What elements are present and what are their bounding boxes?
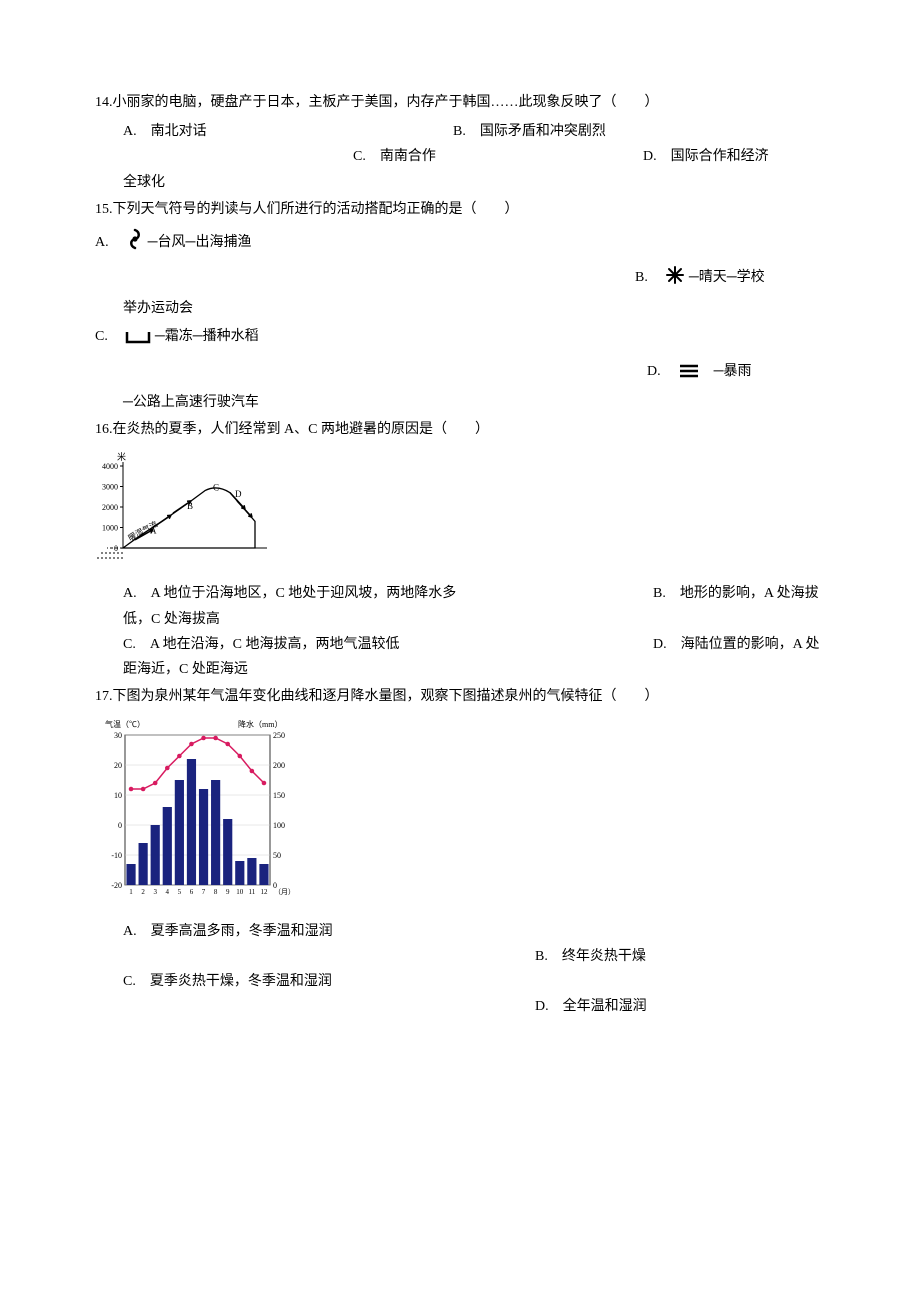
svg-text:100: 100 <box>273 821 285 830</box>
svg-text:9: 9 <box>226 888 230 896</box>
svg-text:（月）: （月） <box>274 888 295 896</box>
q17-option-c[interactable]: C. 夏季炎热干燥，冬季温和湿润 <box>123 969 825 994</box>
frost-icon <box>125 330 151 344</box>
q15-option-c[interactable]: C. ─霜冻─播种水稻 <box>95 324 825 349</box>
svg-text:200: 200 <box>273 761 285 770</box>
svg-text:5: 5 <box>178 888 182 896</box>
q17-climate-chart: 气温（℃）降水（mm）-20-1001020300501001502002501… <box>95 715 825 914</box>
q16-terrain-chart: 米01000200030004000ABCD暖湿气流 <box>95 448 825 577</box>
typhoon-icon <box>126 228 144 250</box>
q15-stem: 15.下列天气符号的判读与人们所进行的活动搭配均正确的是（ ） <box>95 197 825 222</box>
q15-option-d[interactable]: D. ─暴雨 <box>647 359 825 384</box>
svg-text:12: 12 <box>260 888 268 896</box>
q15-cont2: ─公路上高速行驶汽车 <box>123 390 825 415</box>
q15-b-text: ─晴天─学校 <box>689 270 765 285</box>
q15-a-label: A. <box>95 235 109 250</box>
svg-text:-10: -10 <box>111 851 122 860</box>
q14-option-c[interactable]: C. 南南合作 <box>353 144 643 169</box>
q16-option-a[interactable]: A. A 地位于沿海地区，C 地处于迎风坡，两地降水多 <box>123 581 653 606</box>
question-14: 14.小丽家的电脑，硬盘产于日本，主板产于美国，内存产于韩国……此现象反映了（ … <box>95 90 825 195</box>
svg-text:3: 3 <box>153 888 157 896</box>
svg-text:30: 30 <box>114 731 122 740</box>
q17-option-b[interactable]: B. 终年炎热干燥 <box>535 944 825 969</box>
q16-row1: A. A 地位于沿海地区，C 地处于迎风坡，两地降水多 B. 地形的影响，A 处… <box>95 581 825 606</box>
svg-text:10: 10 <box>114 791 122 800</box>
svg-text:1: 1 <box>129 888 133 896</box>
q16-stem: 16.在炎热的夏季，人们经常到 A、C 两地避暑的原因是（ ） <box>95 417 825 442</box>
q16-cont2: 距海近，C 处距海远 <box>123 657 825 682</box>
svg-text:1000: 1000 <box>102 524 118 533</box>
q14-option-a[interactable]: A. 南北对话 <box>123 119 453 144</box>
svg-text:2000: 2000 <box>102 503 118 512</box>
q15-d-text: ─暴雨 <box>714 364 752 379</box>
q14-row2: C. 南南合作 D. 国际合作和经济 <box>95 144 825 169</box>
svg-text:米: 米 <box>117 451 126 462</box>
question-16: 16.在炎热的夏季，人们经常到 A、C 两地避暑的原因是（ ） 米0100020… <box>95 417 825 682</box>
q15-option-b[interactable]: B. ─晴天─学校 <box>635 265 825 290</box>
q15-c-text: ─霜冻─播种水稻 <box>155 329 259 344</box>
q14-row1: A. 南北对话 B. 国际矛盾和冲突剧烈 <box>95 119 825 144</box>
svg-text:C: C <box>213 483 219 493</box>
q14-option-d[interactable]: D. 国际合作和经济 <box>643 144 769 169</box>
svg-text:0: 0 <box>118 821 122 830</box>
svg-text:2: 2 <box>141 888 145 896</box>
svg-text:4: 4 <box>166 888 170 896</box>
q16-option-b[interactable]: B. 地形的影响，A 处海拔 <box>653 581 819 606</box>
q16-option-d[interactable]: D. 海陆位置的影响，A 处 <box>653 632 819 657</box>
svg-text:B: B <box>187 501 193 511</box>
q16-cont1: 低，C 处海拔高 <box>123 607 825 632</box>
q17-option-d[interactable]: D. 全年温和湿润 <box>535 994 825 1019</box>
svg-text:3000: 3000 <box>102 483 118 492</box>
q15-cont1: 举办运动会 <box>123 296 825 321</box>
svg-text:11: 11 <box>249 888 256 896</box>
q15-a-text: ─台风─出海捕渔 <box>148 235 252 250</box>
svg-text:降水（mm）: 降水（mm） <box>238 719 282 729</box>
sunny-asterisk-icon <box>665 265 685 285</box>
svg-text:250: 250 <box>273 731 285 740</box>
svg-text:D: D <box>235 489 242 499</box>
svg-text:20: 20 <box>114 761 122 770</box>
q17-option-a[interactable]: A. 夏季高温多雨，冬季温和湿润 <box>123 919 825 944</box>
svg-text:10: 10 <box>236 888 244 896</box>
q14-cont: 全球化 <box>123 170 825 195</box>
svg-text:4000: 4000 <box>102 462 118 471</box>
q15-option-a[interactable]: A. ─台风─出海捕渔 <box>95 228 825 255</box>
svg-text:7: 7 <box>202 888 206 896</box>
svg-text:8: 8 <box>214 888 218 896</box>
svg-text:气温（℃）: 气温（℃） <box>105 719 145 729</box>
q14-stem: 14.小丽家的电脑，硬盘产于日本，主板产于美国，内存产于韩国……此现象反映了（ … <box>95 90 825 115</box>
question-17: 17.下图为泉州某年气温年变化曲线和逐月降水量图，观察下图描述泉州的气候特征（ … <box>95 684 825 1019</box>
q16-row2: C. A 地在沿海，C 地海拔高，两地气温较低 D. 海陆位置的影响，A 处 <box>95 632 825 657</box>
q14-option-b[interactable]: B. 国际矛盾和冲突剧烈 <box>453 119 606 144</box>
q16-option-c[interactable]: C. A 地在沿海，C 地海拔高，两地气温较低 <box>123 632 653 657</box>
question-15: 15.下列天气符号的判读与人们所进行的活动搭配均正确的是（ ） A. ─台风─出… <box>95 197 825 415</box>
q15-d-label: D. <box>647 364 661 379</box>
q15-b-label: B. <box>635 270 648 285</box>
q17-stem: 17.下图为泉州某年气温年变化曲线和逐月降水量图，观察下图描述泉州的气候特征（ … <box>95 684 825 709</box>
svg-text:6: 6 <box>190 888 194 896</box>
svg-text:-20: -20 <box>111 881 122 890</box>
svg-text:50: 50 <box>273 851 281 860</box>
q15-c-label: C. <box>95 329 108 344</box>
heavy-rain-icon <box>678 363 700 379</box>
svg-text:150: 150 <box>273 791 285 800</box>
